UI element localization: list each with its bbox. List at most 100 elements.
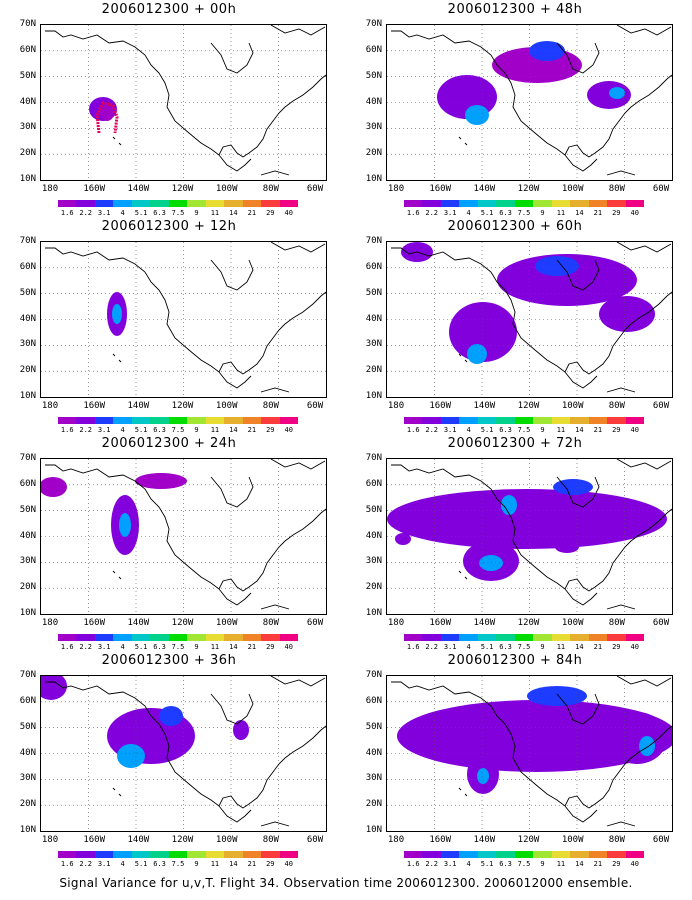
lat-label: 40N — [19, 530, 36, 541]
map-panel: 2006012300 + 00h 70N 60N 50N 40N 30N 20N 10N 180… — [4, 2, 334, 217]
coastline — [606, 170, 636, 176]
colorbar-swatch — [588, 417, 608, 424]
colorbar-label: 11 — [210, 860, 220, 868]
coastline — [45, 464, 326, 592]
colorbar-label: 29 — [612, 860, 621, 868]
colorbar-swatch — [224, 634, 243, 641]
lat-label: 30N — [365, 556, 382, 567]
colorbar-swatch — [131, 634, 151, 641]
coastline — [458, 136, 468, 146]
colorbar-swatch — [76, 417, 95, 424]
variance-contour — [599, 296, 655, 332]
map-area — [40, 24, 327, 181]
colorbar-swatch — [58, 417, 77, 424]
variance-contour — [233, 720, 249, 740]
coastline — [45, 30, 326, 158]
colorbar-swatch — [58, 851, 77, 858]
colorbar-swatch — [205, 417, 225, 424]
colorbar-label: 21 — [593, 426, 603, 434]
lat-label: 30N — [19, 339, 36, 350]
lon-label: 120W — [171, 401, 194, 411]
colorbar-swatch — [187, 417, 206, 424]
coastline — [112, 353, 122, 363]
map-svg — [387, 676, 672, 831]
panel-title: 2006012300 + 00h — [101, 2, 237, 17]
lon-label: 60W — [306, 184, 324, 194]
colorbar-swatch — [261, 200, 280, 207]
colorbar-label: 6.3 — [499, 209, 512, 217]
colorbar-swatch — [496, 634, 515, 641]
colorbar-label: 1.6 — [60, 209, 74, 217]
lat-label: 10N — [19, 391, 36, 401]
lon-label: 80W — [608, 184, 625, 194]
colorbar-label: 11 — [210, 426, 220, 434]
colorbar-label: 4 — [466, 209, 471, 217]
map-svg — [41, 25, 326, 180]
lon-label: 160W — [429, 835, 451, 845]
colorbar-swatch — [76, 634, 95, 641]
colorbar-swatch — [404, 634, 423, 641]
lon-label: 60W — [652, 401, 670, 411]
colorbar-swatch — [279, 634, 299, 641]
lon-label: 100W — [215, 835, 238, 845]
colorbar-label: 7.5 — [171, 860, 185, 868]
lon-label: 160W — [429, 401, 451, 411]
coastline — [210, 693, 254, 725]
colorbar-swatch — [477, 200, 497, 207]
colorbar-label: 3.1 — [443, 643, 457, 651]
coastline — [391, 681, 672, 809]
lat-label: 70N — [365, 453, 382, 463]
colorbar-swatch — [131, 851, 151, 858]
colorbar-label: 40 — [284, 426, 293, 434]
variance-contour — [477, 768, 489, 784]
lon-label: 160W — [429, 184, 451, 194]
coastline — [556, 476, 600, 508]
colorbar-swatch — [279, 200, 299, 207]
colorbar-swatch — [224, 200, 243, 207]
colorbar-swatch — [607, 200, 626, 207]
lon-label: 160W — [83, 835, 105, 845]
coastline — [210, 259, 254, 291]
colorbar-label: 11 — [556, 209, 566, 217]
colorbar-swatch — [58, 200, 77, 207]
lat-label: 50N — [19, 287, 36, 298]
colorbar-swatch — [131, 417, 151, 424]
colorbar-swatch — [205, 200, 225, 207]
colorbar-label: 2.2 — [79, 209, 93, 217]
lat-label: 60N — [19, 261, 36, 272]
lon-label: 100W — [561, 184, 584, 194]
variance-contour — [112, 304, 122, 324]
colorbar-swatch — [150, 200, 169, 207]
colorbar-label: 1.6 — [406, 643, 420, 651]
panel-title: 2006012300 + 36h — [101, 653, 237, 668]
lon-label: 60W — [652, 618, 670, 628]
colorbar-swatch — [224, 851, 243, 858]
lat-label: 60N — [19, 44, 36, 55]
variance-contour — [395, 533, 411, 545]
lon-label: 140W — [127, 835, 150, 845]
colorbar-label: 1.6 — [406, 860, 420, 868]
variance-contour — [501, 495, 517, 515]
variance-contour — [609, 87, 625, 99]
coastline — [218, 371, 252, 389]
colorbar-swatch — [76, 200, 95, 207]
colorbar-label: 40 — [630, 426, 639, 434]
lat-label: 30N — [19, 556, 36, 567]
colorbar-label: 40 — [284, 209, 293, 217]
lat-label: 10N — [365, 608, 382, 618]
colorbar-swatch — [94, 200, 114, 207]
variance-contour — [387, 489, 667, 549]
coastline — [458, 787, 468, 797]
lon-label: 80W — [608, 401, 625, 411]
colorbar-swatch — [459, 417, 478, 424]
lon-label: 160W — [83, 401, 105, 411]
coastline — [270, 25, 326, 36]
colorbar-label: 29 — [612, 426, 621, 434]
colorbar-label: 2.2 — [79, 860, 93, 868]
colorbar-swatch — [625, 417, 645, 424]
lat-label: 50N — [365, 70, 382, 81]
colorbar-swatch — [625, 851, 645, 858]
lat-label: 70N — [19, 453, 36, 463]
lat-label: 30N — [365, 122, 382, 133]
colorbar-swatch — [570, 417, 589, 424]
